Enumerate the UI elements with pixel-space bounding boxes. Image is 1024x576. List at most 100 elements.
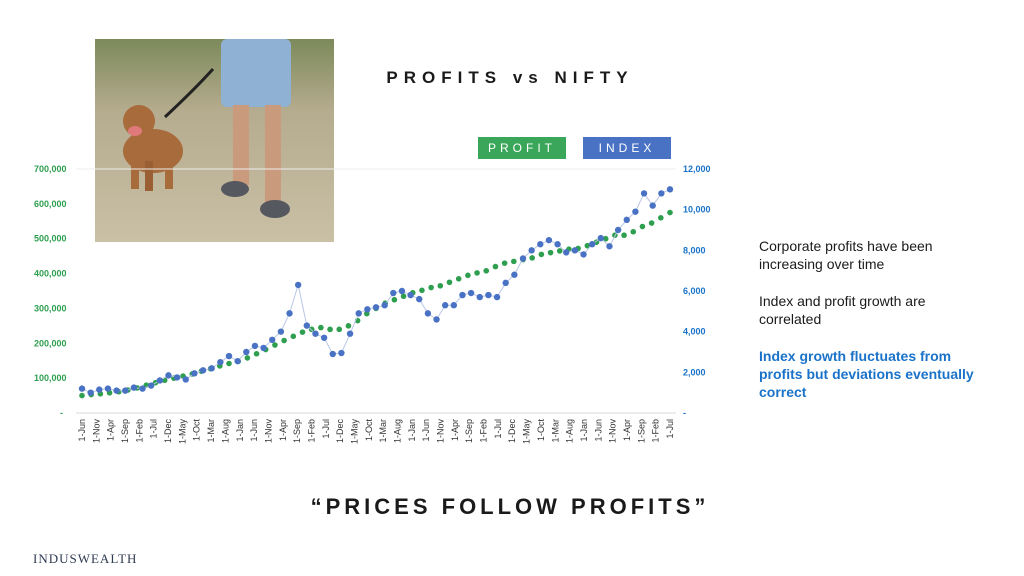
index-point: [372, 304, 380, 311]
index-point: [416, 295, 423, 303]
dog-walking-photo: [95, 39, 334, 242]
index-point: [199, 367, 207, 374]
profit-point: [437, 282, 444, 289]
index-point: [459, 291, 466, 299]
profit-point: [336, 326, 343, 333]
left-axis-tick-label: 400,000: [34, 269, 67, 279]
index-point: [649, 202, 656, 209]
profit-point: [474, 270, 480, 276]
profit-point: [281, 337, 287, 344]
left-axis-tick-label: 200,000: [34, 338, 67, 348]
profit-point: [391, 296, 398, 303]
right-axis-tick-label: 10,000: [683, 205, 711, 215]
note-correlated: Index and profit growth are correlated: [759, 293, 926, 327]
profit-point: [419, 287, 425, 294]
index-point: [666, 186, 674, 193]
x-axis-tick-label: 1-Jul: [149, 419, 159, 439]
index-point: [104, 385, 112, 392]
x-axis-tick-label: 1-Mar: [378, 419, 388, 443]
profit-point: [455, 276, 462, 282]
profit-point: [667, 209, 673, 216]
index-point: [632, 208, 639, 215]
index-point: [511, 271, 518, 278]
index-point: [173, 374, 181, 381]
index-point: [588, 241, 596, 248]
x-axis-tick-label: 1-Nov: [436, 419, 446, 444]
x-axis-tick-label: 1-Jun: [421, 419, 431, 442]
dog-walking-illustration: [95, 39, 334, 242]
index-point: [467, 289, 475, 297]
index-point: [156, 377, 164, 384]
x-axis-tick-label: 1-Oct: [364, 419, 374, 442]
profit-point: [556, 248, 563, 254]
left-axis-tick-label: 300,000: [34, 303, 67, 313]
profit-point: [253, 350, 260, 357]
index-point: [407, 291, 414, 299]
legend-profit: PROFIT: [478, 137, 566, 159]
index-point: [312, 330, 319, 337]
x-axis-tick-label: 1-Feb: [306, 419, 316, 443]
profit-point: [446, 279, 453, 286]
x-axis-tick-label: 1-Jul: [665, 419, 675, 439]
index-point: [433, 316, 440, 323]
index-point: [96, 386, 103, 393]
index-point: [182, 376, 189, 383]
index-point: [225, 352, 233, 360]
index-point: [424, 310, 432, 317]
x-axis-tick-label: 1-Jan: [579, 419, 589, 442]
index-point: [139, 385, 146, 392]
index-point: [441, 302, 449, 309]
profit-point: [547, 249, 554, 256]
profit-point: [290, 333, 297, 340]
index-point: [640, 190, 648, 197]
right-axis-tick-label: 2,000: [683, 367, 706, 377]
x-axis-tick-label: 1-Nov: [263, 419, 273, 444]
x-axis-tick-label: 1-Feb: [479, 419, 489, 443]
x-axis-tick-label: 1-Dec: [507, 419, 517, 444]
profit-point: [79, 392, 85, 399]
index-point: [87, 389, 94, 396]
x-axis-tick-label: 1-Apr: [278, 419, 288, 441]
profit-point: [465, 272, 471, 279]
index-point: [294, 281, 302, 289]
left-axis-tick-label: -: [60, 408, 63, 418]
index-point: [563, 249, 570, 256]
index-point: [606, 243, 613, 250]
right-axis-tick-label: 6,000: [683, 286, 706, 296]
left-axis-tick-label: 500,000: [34, 234, 67, 244]
index-point: [450, 302, 458, 309]
profit-point: [658, 215, 664, 221]
index-point: [338, 349, 345, 357]
profit-point: [501, 260, 508, 266]
x-axis-tick-label: 1-May: [522, 419, 532, 445]
x-axis-tick-label: 1-Dec: [163, 419, 173, 444]
x-axis-tick-label: 1-Jan: [235, 419, 245, 442]
profit-point: [584, 242, 591, 249]
profit-point: [511, 258, 517, 265]
slide-title: PROFITS vs NIFTY: [386, 68, 634, 87]
index-point: [243, 348, 250, 356]
profit-point: [639, 223, 646, 230]
index-point: [364, 306, 371, 313]
profit-point: [621, 232, 627, 239]
index-point: [528, 247, 535, 254]
index-point: [545, 236, 553, 244]
index-point: [260, 344, 267, 352]
index-point: [571, 247, 579, 254]
index-point: [554, 241, 561, 248]
left-axis-tick-label: 600,000: [34, 199, 67, 209]
x-axis-tick-label: 1-Apr: [622, 419, 632, 441]
index-point: [303, 322, 311, 329]
x-axis-tick-label: 1-Apr: [106, 419, 116, 441]
index-point: [597, 234, 605, 242]
x-axis-tick-label: 1-Dec: [335, 419, 345, 444]
x-axis-tick-label: 1-Sep: [464, 419, 474, 443]
x-axis-tick-label: 1-Oct: [536, 419, 546, 442]
index-point: [476, 293, 483, 301]
profit-point: [244, 355, 251, 361]
profit-point: [602, 235, 609, 242]
profit-point: [299, 329, 306, 335]
index-point: [502, 279, 509, 287]
index-point: [147, 382, 155, 389]
index-point: [113, 387, 120, 394]
